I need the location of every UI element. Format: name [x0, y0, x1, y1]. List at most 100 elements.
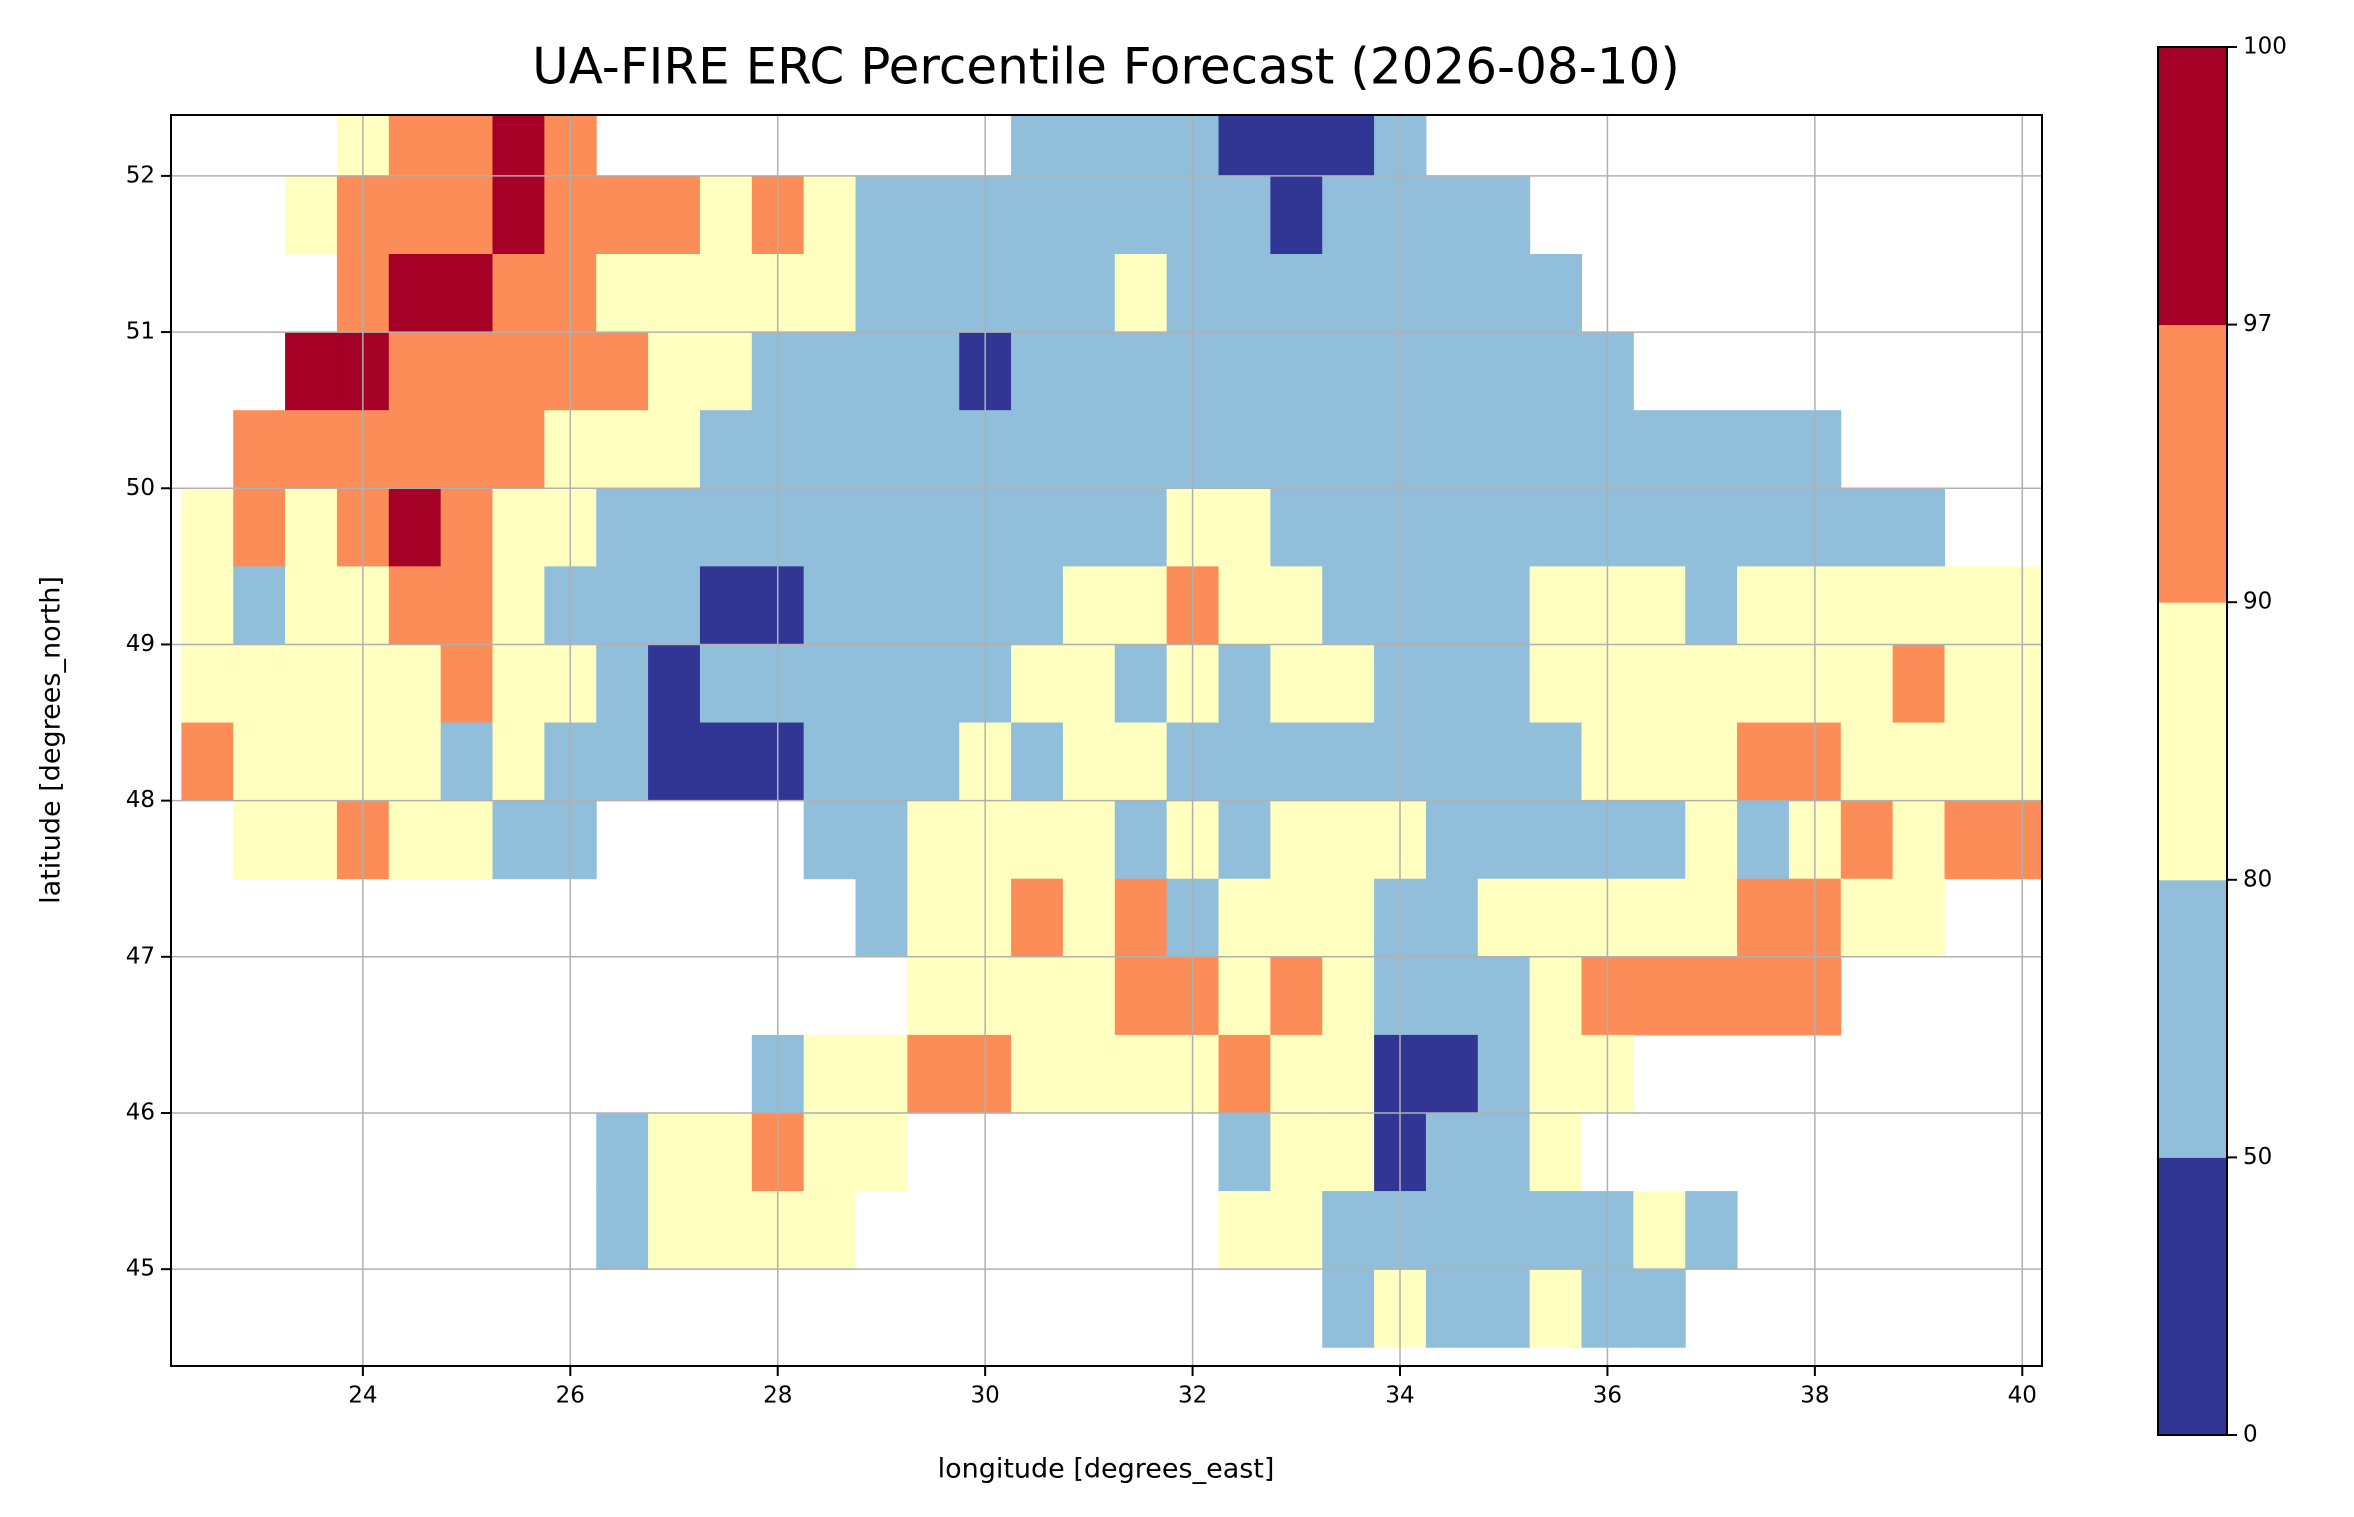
grid-cell: [1477, 722, 1531, 802]
colorbar-tick-label: 90: [2243, 589, 2272, 615]
grid-cell: [648, 175, 701, 255]
grid-cell: [855, 800, 908, 880]
grid-cell: [648, 332, 701, 411]
grid-cell: [1114, 254, 1168, 333]
grid-cell: [1529, 1191, 1583, 1270]
grid-cell: [596, 566, 649, 645]
grid-cell: [907, 878, 960, 958]
grid-cell: [1633, 878, 1686, 958]
grid-cell: [1114, 878, 1168, 958]
grid-cell: [1737, 566, 1790, 645]
grid-cell: [1892, 488, 1946, 567]
grid-cell: [440, 332, 494, 411]
grid-cell: [388, 115, 442, 177]
grid-cell: [1633, 488, 1686, 567]
grid-cell: [285, 800, 338, 880]
grid-cell: [440, 410, 494, 489]
grid-cell: [1685, 878, 1738, 958]
grid-cell: [285, 332, 338, 411]
grid-cell: [699, 488, 753, 567]
grid-cell: [907, 722, 960, 802]
grid-cell: [1322, 115, 1375, 177]
grid-cell: [1477, 488, 1531, 567]
grid-cell: [1062, 410, 1116, 489]
grid-cell: [1737, 956, 1790, 1036]
grid-cell: [181, 644, 234, 724]
grid-cell: [1529, 1269, 1583, 1348]
grid-cell: [1218, 175, 1271, 255]
grid-cell: [1011, 410, 1064, 489]
grid-cell: [181, 488, 234, 567]
plot-frame: [170, 114, 2043, 1367]
colorbar-tick-label: 80: [2243, 866, 2272, 892]
grid-cell: [1737, 800, 1790, 880]
grid-cell: [1425, 800, 1479, 880]
grid-cell: [1685, 956, 1738, 1036]
grid-cell: [1477, 1191, 1531, 1270]
grid-cell: [492, 115, 545, 177]
grid-cell: [1011, 566, 1064, 645]
grid-cell: [1218, 644, 1271, 724]
grid-cell: [1011, 115, 1064, 177]
grid-cell: [1218, 1191, 1271, 1270]
grid-cell: [388, 175, 442, 255]
grid-cell: [285, 175, 338, 255]
y-axis-label: latitude [degrees_north]: [36, 576, 67, 904]
grid-cell: [1270, 800, 1323, 880]
grid-cell: [1633, 800, 1686, 880]
grid-cell: [492, 254, 545, 333]
grid-cell: [1425, 410, 1479, 489]
grid-cell: [1477, 800, 1531, 880]
grid-cell: [1270, 175, 1323, 255]
grid-cell: [1633, 644, 1686, 724]
grid-cell: [181, 566, 234, 645]
grid-cell: [648, 488, 701, 567]
grid-cell: [803, 332, 857, 411]
grid-cell: [1218, 800, 1271, 880]
grid-cell: [803, 1034, 857, 1114]
grid-cell: [181, 722, 234, 802]
grid-cell: [1218, 1034, 1271, 1114]
grid-cell: [1425, 722, 1479, 802]
grid-cell: [1529, 956, 1583, 1036]
colorbar-segment: [2158, 1157, 2227, 1436]
colorbar-segment: [2158, 324, 2227, 603]
grid-cell: [803, 644, 857, 724]
grid-cell: [1477, 1269, 1531, 1348]
grid-cell: [1062, 115, 1116, 177]
grid-cell: [1529, 566, 1583, 645]
grid-cell: [1270, 878, 1323, 958]
grid-cell: [1114, 410, 1168, 489]
x-tick-label: 30: [971, 1383, 1000, 1409]
colorbar: 0 50 80 90 97 100: [2157, 34, 2287, 1448]
grid-cell: [1270, 644, 1323, 724]
grid-cell: [1840, 800, 1894, 880]
colorbar-segment: [2158, 879, 2227, 1158]
grid-cell: [855, 722, 908, 802]
grid-cell: [1218, 332, 1271, 411]
grid-cell: [596, 332, 649, 411]
grid-cell: [596, 644, 649, 724]
grid-cell: [648, 644, 701, 724]
colorbar-tick-label: 100: [2243, 34, 2287, 60]
grid-cell: [855, 878, 908, 958]
grid-cell: [1218, 488, 1271, 567]
colorbar-frame: [2157, 46, 2228, 1436]
grid-cell: [492, 644, 545, 724]
grid-cell: [1218, 722, 1271, 802]
grid-cell: [1737, 722, 1790, 802]
grid-cell: [1425, 1191, 1479, 1270]
grid-cell: [1944, 566, 1997, 645]
grid-cell: [1529, 332, 1583, 411]
grid-cell: [1114, 800, 1168, 880]
grid-cell: [1218, 115, 1271, 177]
grid-cell: [1529, 878, 1583, 958]
grid-cell: [1114, 488, 1168, 567]
grid-cell: [1633, 566, 1686, 645]
grid-cell: [1270, 1034, 1323, 1114]
y-tick-label: 49: [126, 631, 155, 657]
grid-cell: [855, 332, 908, 411]
grid-cell: [1114, 956, 1168, 1036]
grid-cell: [1633, 956, 1686, 1036]
